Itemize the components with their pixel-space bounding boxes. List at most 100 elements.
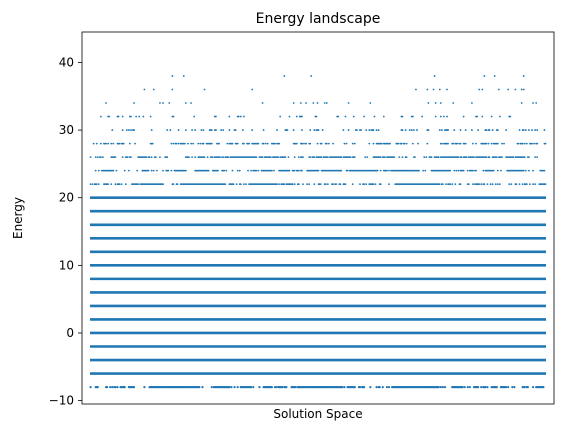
data-point (446, 88, 448, 91)
y-tick-label: 30 (59, 123, 74, 137)
data-point (126, 156, 129, 159)
data-point (297, 156, 300, 159)
data-point (222, 129, 225, 131)
data-point (379, 169, 382, 172)
data-point (415, 88, 417, 91)
data-point (138, 115, 141, 118)
data-point (403, 142, 406, 145)
data-point (238, 169, 241, 172)
data-point (477, 129, 480, 131)
data-point (245, 183, 247, 186)
data-point (480, 183, 483, 186)
data-point (543, 169, 546, 172)
data-point (274, 385, 278, 389)
data-point (231, 169, 234, 172)
data-point (313, 183, 316, 186)
data-point (183, 142, 186, 145)
data-point (473, 156, 475, 159)
data-point (379, 183, 382, 186)
data-point (455, 169, 458, 172)
data-point (369, 102, 372, 104)
data-point (459, 183, 462, 186)
data-point (250, 169, 253, 172)
data-point (347, 102, 350, 104)
data-point (401, 115, 404, 118)
data-point (486, 183, 489, 186)
data-point (353, 385, 356, 389)
data-point (288, 115, 291, 118)
data-point (490, 115, 493, 118)
data-point (478, 88, 481, 91)
data-point (309, 156, 312, 159)
data-point (365, 183, 368, 186)
y-tick-label: −10 (49, 394, 74, 408)
data-point (177, 129, 180, 131)
data-point (162, 183, 164, 186)
data-point (459, 142, 462, 145)
data-point (509, 115, 512, 118)
data-point (524, 169, 527, 172)
data-point (346, 169, 349, 172)
data-point (523, 142, 526, 145)
data-point (235, 183, 238, 186)
data-point (167, 169, 170, 172)
data-point (382, 115, 385, 118)
data-point (118, 142, 121, 145)
data-point (521, 183, 524, 186)
data-point (498, 115, 501, 118)
data-point (358, 385, 362, 389)
data-point (92, 142, 95, 145)
data-point (522, 169, 525, 172)
data-point (476, 115, 478, 118)
data-point (355, 129, 358, 131)
data-point (220, 129, 223, 131)
data-point (226, 142, 229, 145)
data-point (295, 142, 298, 145)
data-point (278, 142, 281, 145)
data-point (135, 115, 138, 118)
data-point (286, 129, 289, 131)
data-point (372, 129, 375, 131)
data-point (278, 183, 281, 186)
data-point (223, 169, 226, 172)
data-point (365, 129, 368, 131)
data-point (439, 115, 442, 118)
data-point (478, 183, 481, 186)
data-point (313, 156, 316, 159)
data-point (486, 385, 489, 389)
data-point (112, 142, 115, 145)
data-point (510, 183, 513, 186)
data-point (320, 156, 323, 159)
data-point (513, 385, 516, 389)
data-point (99, 115, 102, 118)
data-point (528, 129, 530, 131)
data-point (114, 156, 117, 159)
data-point (102, 156, 104, 159)
data-point (247, 169, 249, 172)
data-point (381, 385, 384, 389)
data-point (434, 102, 437, 104)
data-point (528, 156, 530, 159)
data-point (507, 385, 510, 389)
data-point (463, 385, 466, 389)
data-point (91, 183, 94, 186)
x-axis-label: Solution Space (273, 407, 362, 421)
data-point (137, 183, 140, 186)
data-point (295, 115, 298, 118)
data-point (488, 156, 491, 159)
data-point (152, 169, 155, 172)
data-point (426, 142, 429, 145)
y-tick-label: 0 (66, 326, 74, 340)
data-point (457, 156, 460, 159)
data-point (375, 385, 378, 389)
data-point (111, 385, 114, 389)
data-point (310, 75, 313, 77)
data-point (143, 385, 146, 389)
data-point (445, 183, 447, 186)
data-point (203, 88, 206, 91)
data-point (439, 102, 442, 104)
data-point (531, 385, 535, 389)
data-point (239, 183, 242, 186)
data-point (345, 142, 348, 145)
y-ticks: −10 0 10 20 30 40 (49, 55, 82, 408)
